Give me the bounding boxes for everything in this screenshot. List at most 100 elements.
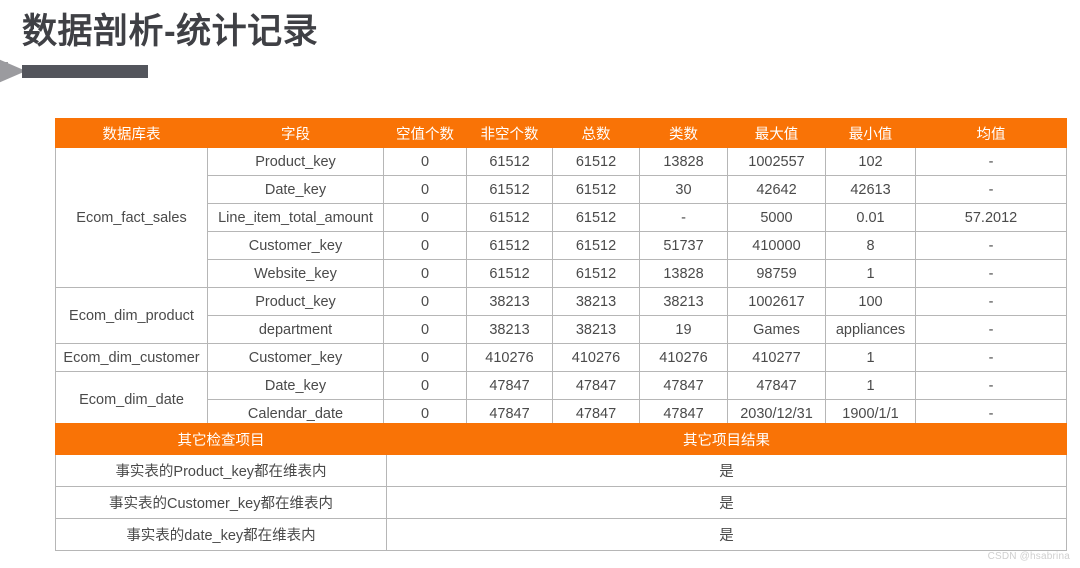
check-row: 事实表的Customer_key都在维表内是 <box>55 486 1067 519</box>
cell-max: 410000 <box>727 231 826 260</box>
cell-notnull-count: 61512 <box>466 175 553 204</box>
cell-mean: - <box>915 287 1067 316</box>
table-row: Ecom_fact_sales Product_key 0 61512 61512 138… <box>55 147 1067 288</box>
check-row: 事实表的date_key都在维表内是 <box>55 518 1067 551</box>
cell-field: Date_key <box>207 175 384 204</box>
checks-table: 其它检查项目 其它项目结果 事实表的Product_key都在维表内是事实表的C… <box>55 423 1067 551</box>
cell-check-result: 是 <box>386 454 1067 487</box>
cell-distinct: 410276 <box>639 343 728 372</box>
check-row: 事实表的Product_key都在维表内是 <box>55 454 1067 487</box>
col-header-mean: 均值 <box>915 118 1067 148</box>
cell-notnull-count: 61512 <box>466 231 553 260</box>
cell-field: Product_key <box>207 147 384 176</box>
cell-null-count: 0 <box>383 175 467 204</box>
stats-table-container: 数据库表 字段 空值个数 非空个数 总数 类数 最大值 最小值 均值 Ecom_… <box>55 118 1067 428</box>
cell-null-count: 0 <box>383 147 467 176</box>
cell-total: 38213 <box>552 315 640 344</box>
cell-min: appliances <box>825 315 916 344</box>
col-header-check-result: 其它项目结果 <box>386 423 1067 455</box>
cell-min: 1 <box>825 259 916 288</box>
cell-min: 8 <box>825 231 916 260</box>
cell-max: 98759 <box>727 259 826 288</box>
cell-total: 61512 <box>552 231 640 260</box>
cell-mean: - <box>915 371 1067 400</box>
cell-total: 61512 <box>552 147 640 176</box>
table-row: Ecom_dim_customer Customer_key 0 410276 4102… <box>55 343 1067 372</box>
page-title: 数据剖析-统计记录 <box>22 12 319 51</box>
checks-table-header: 其它检查项目 其它项目结果 <box>55 423 1067 455</box>
cell-min: 42613 <box>825 175 916 204</box>
cell-null-count: 0 <box>383 343 467 372</box>
cell-max: 47847 <box>727 371 826 400</box>
cell-notnull-count: 38213 <box>466 315 553 344</box>
title-accent-bar <box>22 65 148 78</box>
cell-null-count: 0 <box>383 259 467 288</box>
cell-distinct: 38213 <box>639 287 728 316</box>
cell-null-count: 0 <box>383 287 467 316</box>
cell-mean: - <box>915 315 1067 344</box>
cell-db-table-name: Ecom_dim_date <box>55 371 208 428</box>
col-header-notnull-count: 非空个数 <box>466 118 553 148</box>
cell-notnull-count: 38213 <box>466 287 553 316</box>
cell-null-count: 0 <box>383 371 467 400</box>
cell-null-count: 0 <box>383 231 467 260</box>
cell-mean: - <box>915 343 1067 372</box>
cell-check-item: 事实表的Customer_key都在维表内 <box>55 486 387 519</box>
cell-max: 5000 <box>727 203 826 232</box>
cell-mean: 57.2012 <box>915 203 1067 232</box>
cell-max: 2030/12/31 <box>727 399 826 428</box>
cell-notnull-count: 410276 <box>466 343 553 372</box>
cell-field: Customer_key <box>207 231 384 260</box>
cell-min: 102 <box>825 147 916 176</box>
cell-distinct: 47847 <box>639 371 728 400</box>
cell-field: Customer_key <box>207 343 384 372</box>
stats-table-header: 数据库表 字段 空值个数 非空个数 总数 类数 最大值 最小值 均值 <box>55 118 1067 148</box>
cell-field: department <box>207 315 384 344</box>
cell-null-count: 0 <box>383 315 467 344</box>
checks-header-row: 其它检查项目 其它项目结果 <box>55 423 1067 455</box>
table-row: Website_key 0 61512 61512 13828 98759 1- <box>56 259 1067 288</box>
cell-distinct: 30 <box>639 175 728 204</box>
stats-table-body: Ecom_fact_sales Product_key 0 61512 61512 138… <box>55 147 1067 428</box>
cell-field: Product_key <box>207 287 384 316</box>
col-header-check-item: 其它检查项目 <box>55 423 387 455</box>
table-row: department 0 38213 38213 19 Games appliances - <box>56 315 1067 344</box>
cell-check-item: 事实表的Product_key都在维表内 <box>55 454 387 487</box>
checks-table-body: 事实表的Product_key都在维表内是事实表的Customer_key都在维… <box>55 454 1067 551</box>
cell-total: 61512 <box>552 175 640 204</box>
cell-db-table-name: Ecom_dim_product <box>55 287 208 344</box>
table-row: Customer_key 0 61512 61512 51737 410000 8- <box>56 231 1067 260</box>
col-header-max: 最大值 <box>727 118 826 148</box>
cell-mean: - <box>915 175 1067 204</box>
cell-field: Date_key <box>207 371 384 400</box>
cell-notnull-count: 61512 <box>466 147 553 176</box>
cell-total: 61512 <box>552 203 640 232</box>
cell-distinct: 51737 <box>639 231 728 260</box>
col-header-distinct: 类数 <box>639 118 728 148</box>
cell-min: 1 <box>825 343 916 372</box>
cell-check-result: 是 <box>386 486 1067 519</box>
table-row: Line_item_total_amount 0 61512 61512-5000 0.… <box>56 203 1067 232</box>
cell-min: 1 <box>825 371 916 400</box>
cell-field: Website_key <box>207 259 384 288</box>
cell-notnull-count: 61512 <box>466 259 553 288</box>
cell-total: 47847 <box>552 371 640 400</box>
table-row: Date_key 0 61512 61512 30 42642 42613- <box>56 175 1067 204</box>
cell-total: 61512 <box>552 259 640 288</box>
col-header-db-table: 数据库表 <box>55 118 208 148</box>
cell-notnull-count: 61512 <box>466 203 553 232</box>
cell-notnull-count: 47847 <box>466 371 553 400</box>
cell-min: 0.01 <box>825 203 916 232</box>
cell-distinct: - <box>639 203 728 232</box>
title-accent-wedge-icon <box>0 58 26 84</box>
cell-db-table-name: Ecom_dim_customer <box>55 343 208 372</box>
table-row: Ecom_dim_product Product_key 0 38213 38213 38… <box>55 287 1067 344</box>
cell-db-table-name: Ecom_fact_sales <box>55 147 208 288</box>
cell-null-count: 0 <box>383 203 467 232</box>
cell-total: 38213 <box>552 287 640 316</box>
col-header-total: 总数 <box>552 118 640 148</box>
watermark: CSDN @hsabrina <box>987 551 1070 562</box>
stats-table: 数据库表 字段 空值个数 非空个数 总数 类数 最大值 最小值 均值 Ecom_… <box>55 118 1067 428</box>
cell-min: 100 <box>825 287 916 316</box>
col-header-field: 字段 <box>207 118 384 148</box>
